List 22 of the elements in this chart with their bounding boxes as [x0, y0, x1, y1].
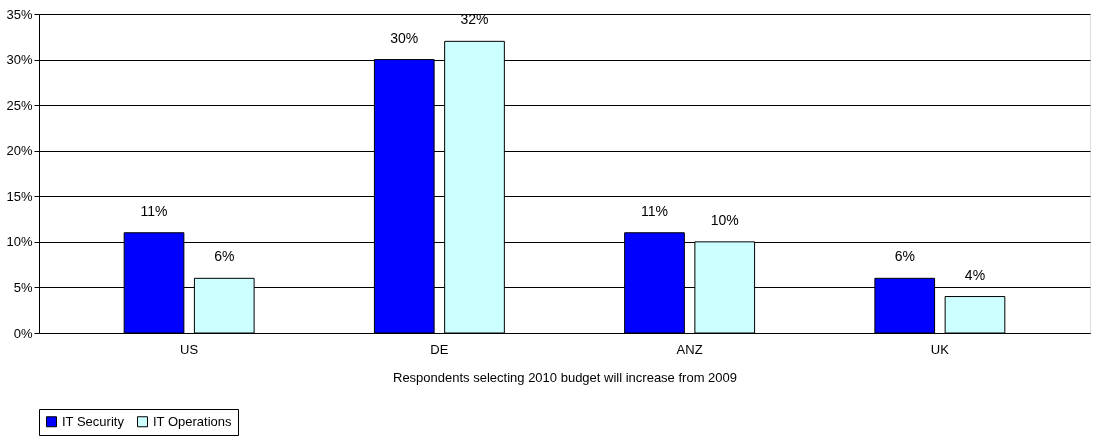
y-tick-label: 10%	[6, 234, 33, 250]
data-label: 30%	[390, 29, 419, 46]
x-tick-label: UK	[930, 341, 950, 357]
y-tick-label: 15%	[6, 188, 33, 204]
data-label: 11%	[641, 202, 668, 219]
x-tick-label: ANZ	[676, 341, 703, 357]
y-tick-label: 30%	[6, 52, 33, 68]
data-label: 11%	[140, 202, 168, 219]
y-tick-label: 20%	[6, 143, 33, 159]
y-tick-label: 5%	[13, 279, 33, 295]
data-label: 6%	[214, 248, 235, 265]
data-label: 4%	[964, 266, 986, 283]
y-tick-label: 25%	[6, 97, 33, 113]
legend-label: IT Security	[62, 413, 125, 429]
y-tick-label: 0%	[13, 325, 33, 341]
x-tick-label: DE	[430, 341, 449, 357]
x-axis-title: Respondents selecting 2010 budget will increase from 2009	[393, 369, 737, 385]
data-label: 10%	[710, 211, 739, 228]
data-label: 6%	[894, 248, 915, 265]
x-tick-label: US	[180, 341, 199, 357]
y-tick-label: 35%	[6, 6, 33, 22]
legend-label: IT Operations	[153, 413, 233, 429]
